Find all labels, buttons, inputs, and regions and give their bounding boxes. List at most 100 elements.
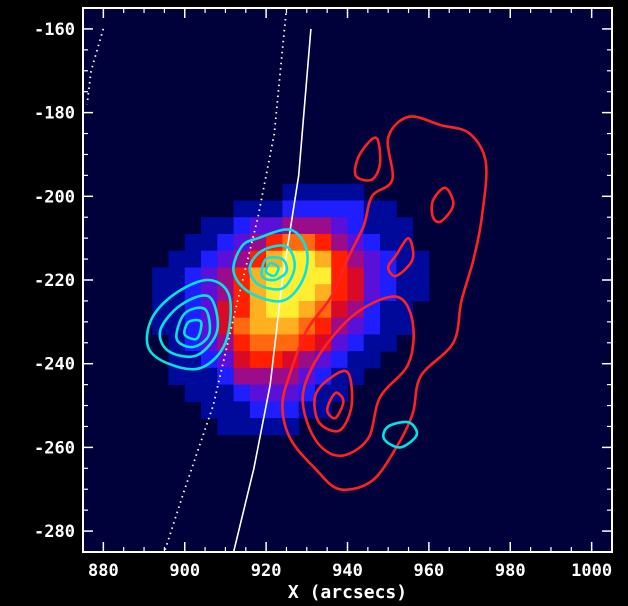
- y-axis-ticks: -160 -180 -200 -220 -240 -260 -280: [34, 7, 612, 553]
- heatmap-cell: [314, 217, 332, 235]
- x-tick-label: 900: [169, 561, 200, 581]
- heatmap-cell: [233, 233, 251, 252]
- heatmap-cell: [184, 384, 202, 402]
- heatmap-cell: [314, 284, 332, 302]
- heatmap-cell: [298, 284, 316, 302]
- cyan-contour: [158, 294, 220, 359]
- heatmap-cell: [347, 217, 365, 235]
- heatmap-cell: [249, 300, 267, 319]
- heatmap-cell: [363, 317, 381, 335]
- heatmap-cell: [331, 334, 348, 352]
- heatmap-cell: [298, 217, 316, 235]
- heatmap-cell: [380, 200, 397, 218]
- red-contour: [353, 136, 382, 182]
- x-axis-ticks: 880 900 920 940 960 980 1000: [82, 8, 613, 581]
- heatmap-cell: [249, 351, 267, 369]
- x-tick-label: 960: [414, 561, 445, 581]
- heatmap-cell: [282, 334, 300, 352]
- heatmap-cell: [184, 367, 202, 386]
- heatmap-cell: [217, 351, 235, 369]
- heatmap-cell: [363, 351, 381, 369]
- cyan-contour: [248, 244, 296, 291]
- y-tick-label: -260: [34, 438, 75, 458]
- cyan-contour: [232, 228, 309, 303]
- heatmap-cell: [217, 250, 235, 268]
- heatmap-cell: [282, 300, 300, 319]
- heatmap-cell: [347, 200, 365, 218]
- heatmap-cell: [396, 300, 414, 319]
- heatmap-cell: [314, 334, 332, 352]
- cyan-contour: [175, 306, 212, 349]
- limb-line-dotted: [163, 8, 288, 552]
- heatmap-cell: [363, 284, 381, 302]
- heatmap-cell: [266, 200, 283, 218]
- heatmap-cell: [201, 351, 218, 369]
- heatmap-cell: [201, 384, 218, 402]
- heatmap-cell: [380, 217, 397, 235]
- heatmap-cell: [249, 200, 267, 218]
- heatmap-cell: [233, 351, 251, 369]
- heatmap-cell: [331, 300, 348, 319]
- heatmap-cell: [298, 300, 316, 319]
- x-axis-label: X (arcsecs): [288, 582, 407, 603]
- heatmap-cell: [396, 284, 414, 302]
- heatmap-cell: [152, 300, 169, 319]
- red-contour: [430, 186, 455, 224]
- heatmap-cell: [314, 233, 332, 252]
- heatmap-cell: [201, 250, 218, 268]
- red-contour: [301, 295, 415, 458]
- heatmap-cell: [249, 317, 267, 335]
- x-tick-label: 980: [495, 561, 526, 581]
- heatmap-cell: [168, 267, 186, 285]
- heatmap-cell: [380, 300, 397, 319]
- heatmap-cell: [152, 267, 169, 285]
- heatmap-cell: [184, 233, 202, 252]
- red-contour: [313, 369, 354, 433]
- heatmap-cell: [201, 401, 218, 419]
- heatmap-cell: [266, 384, 283, 402]
- heatmap-cell: [396, 217, 414, 235]
- heatmap-cell: [201, 367, 218, 386]
- x-tick-label: 880: [88, 561, 119, 581]
- heatmap-cell: [380, 317, 397, 335]
- heatmap-cell: [314, 200, 332, 218]
- heatmap-cell: [380, 334, 397, 352]
- heatmap-cell: [347, 250, 365, 268]
- x-tick-label: 920: [251, 561, 282, 581]
- heatmap-cell: [249, 384, 267, 402]
- heatmap-cell: [347, 267, 365, 285]
- heatmap-cell: [347, 183, 365, 201]
- heatmap-cell: [201, 284, 218, 302]
- heatmap-cell: [184, 267, 202, 285]
- y-tick-label: -240: [34, 355, 75, 375]
- cyan-contour: [260, 255, 289, 282]
- heatmap-cell: [331, 217, 348, 235]
- heatmap-cell: [380, 250, 397, 268]
- heatmap-cell: [249, 217, 267, 235]
- heatmap-cell: [201, 233, 218, 252]
- heatmap-cell: [168, 250, 186, 268]
- heatmap-cell: [363, 250, 381, 268]
- heatmap-cell: [380, 233, 397, 252]
- y-tick-label: -220: [34, 271, 75, 291]
- heatmap-cell: [412, 250, 430, 268]
- heatmap-cell: [331, 351, 348, 369]
- heatmap-cell: [249, 367, 267, 386]
- heatmap-cell: [217, 267, 235, 285]
- heatmap-cell: [168, 334, 186, 352]
- heatmap-cell: [347, 334, 365, 352]
- heatmap-cell: [314, 267, 332, 285]
- plot-area: [83, 8, 612, 552]
- heatmap-cell: [298, 401, 316, 419]
- heatmap-cell: [233, 300, 251, 319]
- heatmap-cell: [298, 351, 316, 369]
- heatmap-cell: [363, 217, 381, 235]
- heatmap-cell: [347, 300, 365, 319]
- heatmap-cell: [331, 200, 348, 218]
- heatmap-cell: [233, 334, 251, 352]
- heatmap-cell: [347, 351, 365, 369]
- heatmap-cell: [412, 267, 430, 285]
- heatmap-cell: [314, 250, 332, 268]
- heatmap-cell: [217, 401, 235, 419]
